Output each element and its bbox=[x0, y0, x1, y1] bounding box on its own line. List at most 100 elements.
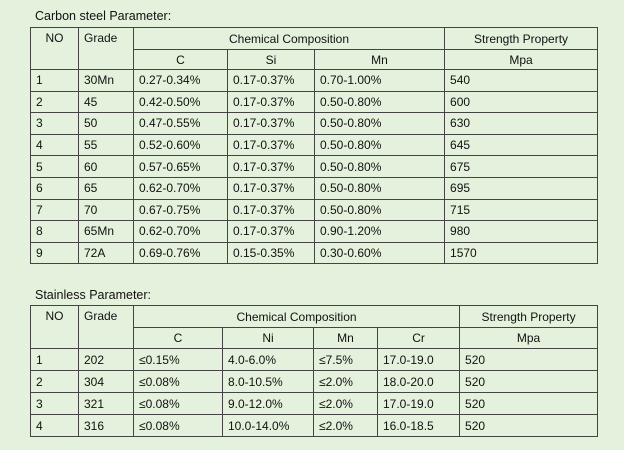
table-cell: 8 bbox=[30, 220, 79, 243]
table-row: 2 45 0.42-0.50% 0.17-0.37% 0.50-0.80% 600 bbox=[30, 90, 599, 114]
header-cell: Grade bbox=[78, 305, 134, 349]
table-row: 8 65Mn 0.62-0.70% 0.17-0.37% 0.90-1.20% 980 bbox=[30, 220, 599, 243]
table-cell: 0.50-0.80% bbox=[313, 155, 446, 178]
table-row: 4 316 ≤0.08% 10.0-14.0% ≤2.0% 16.0-18.5 520 bbox=[30, 414, 599, 437]
table-cell: 65Mn bbox=[78, 220, 134, 243]
table-cell: 55 bbox=[78, 133, 134, 157]
header-cell: Grade bbox=[78, 27, 134, 70]
table-cell: 0.30-0.60% bbox=[313, 241, 446, 265]
table-cell: 8.0-10.5% bbox=[222, 370, 314, 393]
table-cell: 0.17-0.37% bbox=[227, 112, 315, 135]
header-cell: C bbox=[133, 327, 223, 349]
header-cell: Chemical Composition bbox=[132, 305, 461, 328]
table-cell: 72A bbox=[78, 241, 134, 265]
stainless-table: NO Grade Chemical Composition Strength Prop… bbox=[30, 305, 599, 437]
table-cell: 30Mn bbox=[78, 69, 134, 92]
table-cell: 0.69-0.76% bbox=[133, 241, 228, 265]
table-cell: 645 bbox=[444, 133, 599, 157]
table-cell: ≤0.08% bbox=[133, 392, 223, 415]
table-cell: 0.70-1.00% bbox=[313, 69, 446, 92]
table-cell: 715 bbox=[444, 198, 599, 222]
table-cell: 4 bbox=[30, 414, 79, 437]
carbon-table: NO Grade Chemical Composition Strength Prop… bbox=[30, 27, 599, 265]
table-cell: 4 bbox=[30, 133, 79, 157]
header-row: NO Grade Chemical Composition Strength Prop… bbox=[30, 305, 599, 349]
header-cell: Strength Property bbox=[459, 305, 599, 328]
table-cell: 0.50-0.80% bbox=[313, 112, 446, 135]
table-cell: 0.50-0.80% bbox=[313, 90, 446, 114]
table-cell: 7 bbox=[30, 198, 79, 222]
header-cell: Mpa bbox=[459, 327, 599, 349]
section-title: Carbon steel Parameter: bbox=[35, 9, 172, 23]
table-cell: 18.0-20.0 bbox=[376, 370, 461, 393]
table-cell: 520 bbox=[459, 370, 599, 393]
table-cell: 304 bbox=[78, 370, 134, 393]
table-cell: 0.52-0.60% bbox=[133, 133, 228, 157]
table-row: 3 50 0.47-0.55% 0.17-0.37% 0.50-0.80% 630 bbox=[30, 112, 599, 135]
table-cell: 65 bbox=[78, 176, 134, 200]
header-cell: C bbox=[133, 49, 228, 70]
table-cell: 2 bbox=[30, 370, 79, 393]
table-cell: 0.90-1.20% bbox=[313, 220, 446, 243]
header-cell: Mn bbox=[313, 49, 446, 70]
header-cell: Si bbox=[227, 49, 315, 70]
table-cell: 540 bbox=[444, 69, 599, 92]
table-row: 9 72A 0.69-0.76% 0.15-0.35% 0.30-0.60% 1570 bbox=[30, 241, 599, 265]
table-cell: ≤0.15% bbox=[133, 348, 223, 371]
table-cell: 9 bbox=[30, 241, 79, 265]
header-cell: Cr bbox=[376, 327, 461, 349]
table-cell: 520 bbox=[459, 392, 599, 415]
table-cell: 0.50-0.80% bbox=[313, 133, 446, 157]
section-title: Stainless Parameter: bbox=[35, 288, 152, 302]
header-cell: Mpa bbox=[444, 49, 599, 70]
header-row: C Si Mn Mpa bbox=[31, 49, 599, 70]
table-cell: 17.0-19.0 bbox=[376, 348, 461, 371]
header-cell: NO bbox=[30, 27, 79, 70]
table-cell: 10.0-14.0% bbox=[222, 414, 314, 437]
table-cell: 0.17-0.37% bbox=[227, 69, 315, 92]
table-cell: 202 bbox=[78, 348, 134, 371]
table-cell: 0.57-0.65% bbox=[133, 155, 228, 178]
table-cell: 321 bbox=[78, 392, 134, 415]
table-cell: 600 bbox=[444, 90, 599, 114]
table-cell: 9.0-12.0% bbox=[222, 392, 314, 415]
table-cell: 2 bbox=[30, 90, 79, 114]
table-cell: 0.42-0.50% bbox=[133, 90, 228, 114]
table-cell: ≤0.08% bbox=[133, 370, 223, 393]
table-row: 1 202 ≤0.15% 4.0-6.0% ≤7.5% 17.0-19.0 520 bbox=[30, 348, 599, 371]
table-row: 4 55 0.52-0.60% 0.17-0.37% 0.50-0.80% 645 bbox=[30, 133, 599, 157]
table-cell: 675 bbox=[444, 155, 599, 178]
table-cell: 0.27-0.34% bbox=[133, 69, 228, 92]
table-row: 1 30Mn 0.27-0.34% 0.17-0.37% 0.70-1.00% 540 bbox=[30, 69, 599, 92]
table-cell: 0.50-0.80% bbox=[313, 198, 446, 222]
table-cell: 3 bbox=[30, 392, 79, 415]
table-cell: 316 bbox=[78, 414, 134, 437]
table-cell: 0.17-0.37% bbox=[227, 220, 315, 243]
table-cell: 1 bbox=[30, 69, 79, 92]
table-row: 5 60 0.57-0.65% 0.17-0.37% 0.50-0.80% 675 bbox=[30, 155, 599, 178]
table-cell: 17.0-19.0 bbox=[376, 392, 461, 415]
table-cell: 16.0-18.5 bbox=[376, 414, 461, 437]
table-row: 6 65 0.62-0.70% 0.17-0.37% 0.50-0.80% 695 bbox=[30, 176, 599, 200]
table-cell: 980 bbox=[444, 220, 599, 243]
table-cell: 0.62-0.70% bbox=[133, 220, 228, 243]
header-row: C Ni Mn Cr Mpa bbox=[31, 327, 599, 349]
table-cell: 0.47-0.55% bbox=[133, 112, 228, 135]
table-cell: 0.17-0.37% bbox=[227, 133, 315, 157]
table-cell: 60 bbox=[78, 155, 134, 178]
table-cell: 4.0-6.0% bbox=[222, 348, 314, 371]
header-cell: Strength Property bbox=[444, 27, 599, 50]
table-cell: 5 bbox=[30, 155, 79, 178]
table-cell: 70 bbox=[78, 198, 134, 222]
table-cell: 520 bbox=[459, 348, 599, 371]
table-cell: 45 bbox=[78, 90, 134, 114]
table-cell: 3 bbox=[30, 112, 79, 135]
table-row: 3 321 ≤0.08% 9.0-12.0% ≤2.0% 17.0-19.0 520 bbox=[30, 392, 599, 415]
table-cell: 695 bbox=[444, 176, 599, 200]
table-cell: ≤0.08% bbox=[133, 414, 223, 437]
table-cell: 1570 bbox=[444, 241, 599, 265]
table-cell: 0.17-0.37% bbox=[227, 155, 315, 178]
table-cell: ≤7.5% bbox=[313, 348, 378, 371]
table-row: 2 304 ≤0.08% 8.0-10.5% ≤2.0% 18.0-20.0 520 bbox=[30, 370, 599, 393]
table-cell: 0.17-0.37% bbox=[227, 90, 315, 114]
